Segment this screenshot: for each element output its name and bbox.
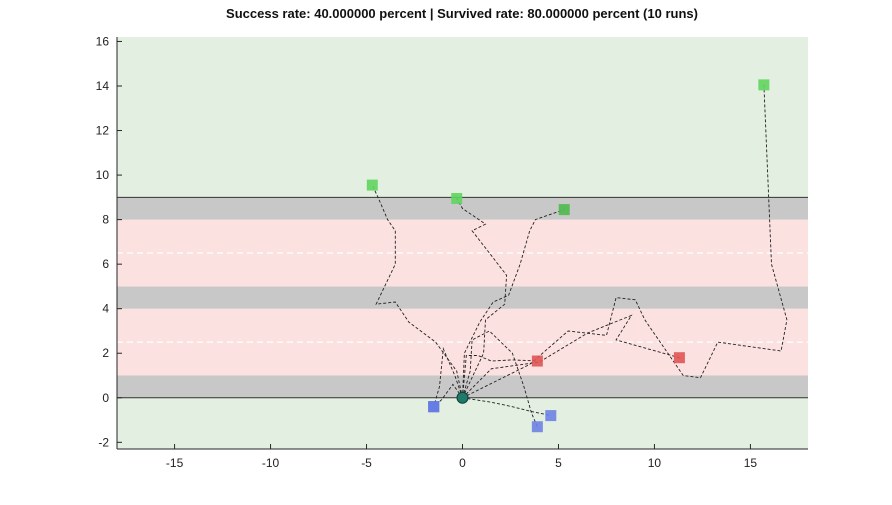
y-tick-label-0: -2	[98, 435, 109, 449]
chart-title: Success rate: 40.000000 percent | Surviv…	[226, 6, 698, 21]
band-safe-0	[117, 397, 808, 449]
trajectory-3	[462, 84, 788, 399]
x-tick-label-4: 5	[555, 456, 562, 470]
trajectory-6	[433, 347, 463, 407]
end-marker-success-0	[366, 179, 378, 191]
x-tick-label-3: 0	[459, 456, 466, 470]
x-tick-label-6: 15	[744, 456, 758, 470]
plot-area: -15 -10 -5 0 5 10 15 -2 0 2 4 6 8 10 12 14 16	[96, 34, 808, 470]
band-safe-6	[117, 37, 808, 198]
trajectory-4	[462, 355, 538, 398]
x-tick-label-2: -5	[361, 456, 372, 470]
x-tick-label-0: -15	[166, 456, 184, 470]
y-tick-label-4: 6	[102, 257, 109, 271]
end-marker-success-1	[451, 192, 463, 204]
y-tick-label-1: 0	[102, 391, 109, 405]
trajectory-2	[462, 209, 565, 398]
end-marker-timeout-7	[531, 421, 543, 433]
trajectory-7	[462, 330, 538, 427]
y-tick-label-8: 14	[96, 79, 110, 93]
y-tick-label-9: 16	[96, 34, 110, 48]
end-marker-success-2	[558, 204, 570, 216]
band-median-3	[117, 286, 808, 309]
x-tick-label-5: 10	[648, 456, 662, 470]
end-marker-timeout-8	[545, 410, 557, 422]
y-tick-label-6: 10	[96, 168, 110, 182]
trajectory-1	[456, 198, 508, 398]
end-marker-success-3	[758, 79, 770, 91]
y-tick-label-2: 2	[102, 346, 109, 360]
y-tick-label-7: 12	[96, 124, 110, 138]
trajectory-5	[462, 314, 680, 399]
y-tick-label-5: 8	[102, 213, 109, 227]
trajectory-8	[462, 397, 551, 417]
end-marker-timeout-9	[428, 401, 440, 413]
end-marker-hit-4	[531, 355, 543, 367]
y-tick-label-3: 4	[102, 302, 109, 316]
band-sidewalk-1	[117, 375, 808, 398]
x-tick-label-1: -10	[262, 456, 280, 470]
start-marker	[456, 391, 469, 404]
end-marker-hit-5	[673, 352, 685, 364]
